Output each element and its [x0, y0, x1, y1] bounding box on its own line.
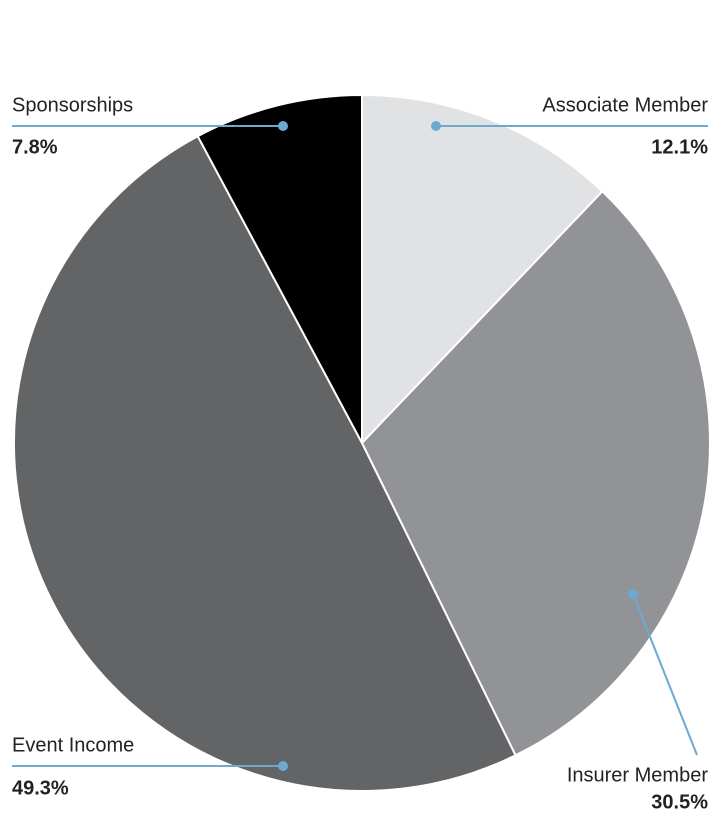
slice-label: Insurer Member: [567, 764, 708, 786]
leader-dot: [278, 121, 288, 131]
slice-label: Associate Member: [542, 94, 708, 116]
pie-slice: [196, 93, 363, 444]
slice-value-label: 30.5%: [651, 791, 708, 813]
pie-slice: [361, 93, 604, 446]
slice-value-label: 12.1%: [651, 136, 708, 158]
pie-slice: [13, 134, 517, 792]
slice-value-label: 49.3%: [12, 777, 69, 799]
leader-dot: [278, 761, 288, 771]
slice-label: Event Income: [12, 734, 134, 756]
leader-dot: [628, 589, 638, 599]
slice-value-label: 7.8%: [12, 136, 58, 158]
leader-line: [632, 593, 698, 756]
leader-dot: [431, 121, 441, 131]
pie-slice: [360, 189, 711, 757]
slice-label: Sponsorships: [12, 94, 133, 116]
